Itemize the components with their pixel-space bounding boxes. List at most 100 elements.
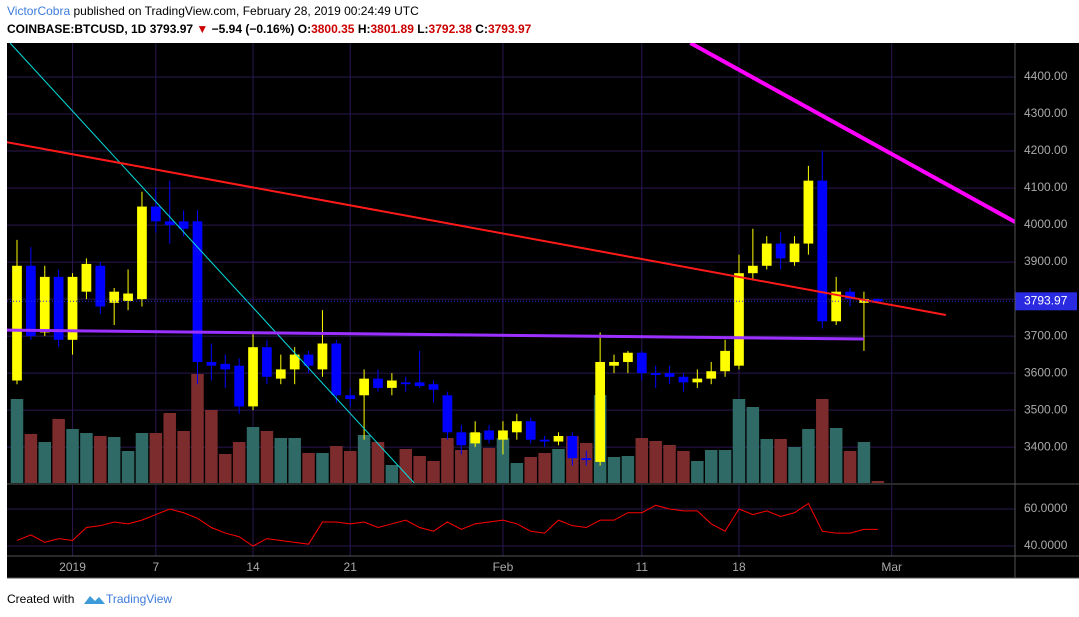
y-tick-label: 3500.00 xyxy=(1024,402,1068,416)
trendline xyxy=(689,43,1015,224)
candle-body xyxy=(581,458,592,461)
x-tick-label: 11 xyxy=(636,560,649,574)
volume-bar xyxy=(52,419,65,483)
symbol-line: COINBASE:BTCUSD, 1D 3793.97 ▼ −5.94 (−0.… xyxy=(7,22,532,36)
volume-bar xyxy=(191,374,204,483)
candle-body xyxy=(511,421,522,433)
trendline xyxy=(7,328,864,341)
volume-bar xyxy=(80,433,93,483)
volume-bar xyxy=(635,438,649,483)
rsi-line xyxy=(16,502,878,547)
volume-bar xyxy=(330,446,343,483)
candle-body xyxy=(761,243,772,266)
candle-body xyxy=(650,373,661,375)
candle-body xyxy=(789,243,800,263)
x-tick-label: 14 xyxy=(246,560,260,574)
volume-bar xyxy=(371,442,385,483)
candle-body xyxy=(775,243,786,259)
volume-bar xyxy=(649,441,662,483)
volume-bar xyxy=(746,407,760,483)
candle-body xyxy=(484,430,494,440)
candle-body xyxy=(428,384,439,390)
published: published on TradingView.com, February 2… xyxy=(73,4,419,18)
volume-bar xyxy=(121,451,135,483)
x-tick-label: 21 xyxy=(344,560,358,574)
y-tick-label: 4000.00 xyxy=(1024,217,1068,231)
main-pane xyxy=(7,43,1015,483)
candle-body xyxy=(317,343,328,370)
candle-body xyxy=(720,350,730,372)
x-tick-label: Feb xyxy=(493,560,514,574)
volume-bar xyxy=(774,439,787,483)
volume-bar xyxy=(829,428,843,483)
y-tick-label: 4100.00 xyxy=(1024,180,1068,194)
y-tick-label: 3700.00 xyxy=(1024,328,1068,342)
candle-body xyxy=(748,265,758,274)
candle-body xyxy=(373,378,383,388)
candle-body xyxy=(831,291,842,322)
candle-body xyxy=(442,395,453,433)
candle-body xyxy=(845,291,855,300)
candle-body xyxy=(609,361,619,366)
volume-bar xyxy=(718,450,732,483)
volume-bar xyxy=(663,445,676,483)
high-label: H: xyxy=(358,22,371,36)
volume-bar xyxy=(246,427,260,483)
low-label: L: xyxy=(417,22,428,36)
close-value: 3793.97 xyxy=(488,22,532,36)
candle-body xyxy=(567,436,578,459)
candle-body xyxy=(12,265,22,381)
candle-body xyxy=(303,354,314,366)
x-tick-label: 18 xyxy=(732,560,746,574)
volume-bar xyxy=(413,456,426,483)
candle-body xyxy=(734,273,744,366)
candle-body xyxy=(150,206,161,222)
low-value: 3792.38 xyxy=(429,22,473,36)
rsi-tick-label: 40.0000 xyxy=(1024,538,1068,552)
volume-bar xyxy=(149,433,163,483)
author[interactable]: VictorCobra xyxy=(7,4,70,18)
volume-bar xyxy=(177,431,190,483)
rsi-tick-label: 60.0000 xyxy=(1024,501,1068,515)
candle-body xyxy=(206,361,217,366)
candle-body xyxy=(400,382,411,385)
volume-bar xyxy=(510,463,524,483)
volume-bar xyxy=(357,435,371,483)
volume-bar xyxy=(468,433,482,483)
volume-bar xyxy=(219,454,232,483)
candle-body xyxy=(248,347,258,407)
volume-bar xyxy=(10,399,24,483)
volume-bar xyxy=(288,438,301,483)
candle-body xyxy=(26,265,36,337)
volume-bar xyxy=(802,429,815,483)
candle-body xyxy=(345,395,356,399)
candle-body xyxy=(164,221,175,226)
close-label: C: xyxy=(475,22,488,36)
footer-text: Created with xyxy=(7,592,74,606)
volume-bar xyxy=(455,450,468,483)
x-tick-label: 7 xyxy=(152,560,159,574)
candle-body xyxy=(262,347,272,377)
candle-body xyxy=(636,352,647,374)
candle-body xyxy=(456,432,467,446)
trendline xyxy=(7,141,947,316)
volume-bar xyxy=(205,410,218,483)
volume-bar xyxy=(691,461,704,483)
candle-body xyxy=(220,363,231,370)
candle-body xyxy=(289,354,300,370)
volume-bar xyxy=(135,433,149,483)
volume-bar xyxy=(788,447,801,483)
x-tick-label: 2019 xyxy=(59,560,86,574)
volume-bar xyxy=(732,399,746,483)
candle-body xyxy=(498,430,508,440)
volume-bar xyxy=(427,461,440,483)
volume-bar xyxy=(94,436,107,483)
candle-body xyxy=(81,263,92,292)
volume-bar xyxy=(343,451,357,483)
volume-bar xyxy=(482,448,496,483)
volume-bar xyxy=(607,457,621,483)
volume-bar xyxy=(704,450,718,483)
footer-brand[interactable]: TradingView xyxy=(106,592,172,606)
candle-body xyxy=(539,439,550,442)
